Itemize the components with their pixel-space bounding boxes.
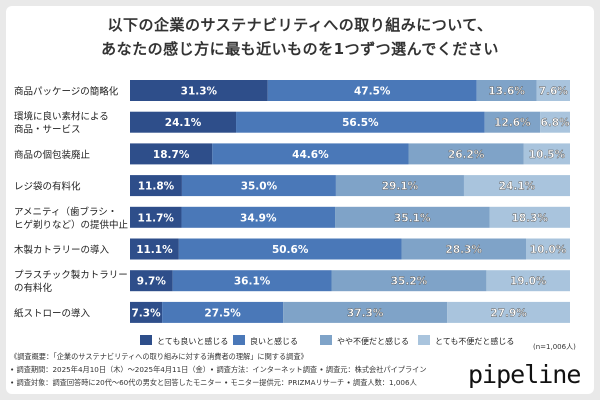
chart-title-line-2: あなたの感じ方に最も近いものを1つずつ選んでください [101,40,499,58]
category-label: の有料化 [14,282,53,294]
data-label: 31.3% [181,86,218,98]
chart-title-line-1: 以下の企業のサステナビリティへの取り組みについて、 [107,16,493,34]
legend-label: とても不便だと感じる [435,336,514,346]
data-label: 37.3% [347,307,384,319]
bar-segment [130,175,182,197]
legend-label: とても良いと感じる [157,336,228,346]
bar-segment [181,206,336,228]
data-label: 7.6% [539,86,569,98]
category-label: 紙ストローの導入 [14,307,91,319]
survey-overview-footnote: 《調査概要：「企業のサステナビリティへの取り組みに対する消費者の理解」に関する調… [10,352,308,361]
bar-segment [489,206,570,228]
data-label: 11.1% [136,244,173,256]
data-label: 12.6% [494,117,531,129]
bar-segment [335,206,490,228]
bar-segment [172,270,332,292]
bar-segment [130,80,268,101]
category-label: 木製カトラリーの導入 [14,244,110,256]
data-label: 6.8% [540,117,570,129]
category-label: 商品の個包装廃止 [14,149,91,161]
bar-segment [162,301,284,323]
category-label: プラスチック製カトラリー [14,269,128,281]
data-label: 27.9% [490,307,527,319]
bar-segment [447,301,570,323]
category-label: 商品パッケージの簡略化 [14,86,119,98]
bar-segment [130,206,182,228]
bar-segment [130,238,179,260]
data-label: 47.5% [354,86,391,98]
data-label: 36.1% [234,276,271,288]
data-label: 56.5% [342,117,379,129]
data-label: 10.5% [529,149,566,161]
bar-segment [463,175,570,197]
bar-segment [331,270,487,292]
category-label: 環境に良い素材による [14,111,109,123]
data-label: 9.7% [137,276,167,288]
data-label: 7.3% [131,307,161,319]
data-label: 27.5% [204,307,241,319]
bar-segment [523,143,570,165]
data-label: 29.1% [382,181,419,193]
bar-segment [408,143,524,165]
bar-segment [401,238,526,260]
legend-swatch [140,335,152,345]
data-label: 24.1% [165,117,202,129]
data-label: 50.6% [272,244,309,256]
bar-segment [476,80,537,101]
data-label: 24.1% [499,181,536,193]
category-label: ヒゲ剃りなど）の提供中止 [14,219,129,231]
data-label: 11.8% [138,181,175,193]
bar-segment [130,111,237,133]
survey-period-footnote: • 調査期間：2025年4月10日（木）～2025年4月11日（金）• 調査方法… [10,365,427,374]
legend-swatch [418,335,430,345]
data-label: 35.1% [394,212,431,224]
legend-swatch [233,335,245,345]
bar-segment [130,270,173,292]
legend-swatch [320,335,332,345]
bar-segment [526,238,570,260]
legend-label: 良いと感じる [250,336,298,346]
data-label: 28.3% [446,244,483,256]
survey-target-footnote: • 調査対象：調査回答時に20代～60代の男女と回答したモニター • モニター提… [10,378,417,387]
data-label: 10.0% [530,244,567,256]
bar-segment [130,301,163,323]
data-label: 26.2% [448,149,485,161]
data-label: 35.2% [391,276,428,288]
legend-label: やや不便だと感じる [337,336,409,346]
bar-segment [486,270,570,292]
bar-segment [484,111,541,133]
category-label: アメニティ（歯ブラシ・ [14,206,117,218]
data-label: 34.9% [240,212,277,224]
bar-segment [236,111,485,133]
category-label: 商品・サービス [14,124,81,136]
sample-size-label: (n=1,006人) [533,343,576,351]
bar-segment [536,80,570,101]
data-label: 35.0% [241,181,278,193]
bar-segment [178,238,402,260]
bar-segment [540,111,570,133]
data-label: 44.6% [292,149,329,161]
data-label: 18.3% [512,212,549,224]
bar-segment [212,143,409,165]
pipeline-logo: pipeline [468,360,581,389]
data-label: 19.0% [510,276,547,288]
bar-segment [335,175,464,197]
data-label: 11.7% [138,212,175,224]
bar-segment [181,175,336,197]
category-label: レジ袋の有料化 [14,181,81,193]
bar-segment [130,143,213,165]
data-label: 13.6% [488,86,525,98]
bar-segment [267,80,477,101]
chart-card [6,6,594,394]
bar-segment [283,301,448,323]
data-label: 18.7% [153,149,190,161]
